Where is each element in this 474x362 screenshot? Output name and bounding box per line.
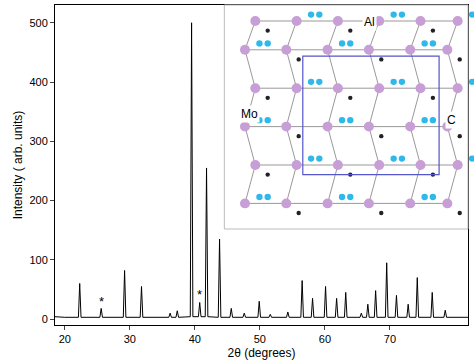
svg-text:300: 300: [29, 135, 47, 147]
svg-text:Al: Al: [364, 15, 375, 29]
svg-text:*: *: [197, 287, 202, 302]
svg-text:100: 100: [29, 254, 47, 266]
svg-text:50: 50: [254, 333, 266, 345]
svg-text:2θ (degrees): 2θ (degrees): [227, 346, 295, 360]
svg-text:20: 20: [59, 333, 71, 345]
svg-text:60: 60: [319, 333, 331, 345]
svg-text:30: 30: [124, 333, 136, 345]
svg-text:40: 40: [189, 333, 201, 345]
svg-text:70: 70: [384, 333, 396, 345]
svg-text:Intensity ( arb. units): Intensity ( arb. units): [11, 111, 25, 220]
svg-text:Mo: Mo: [241, 107, 258, 121]
svg-text:500: 500: [29, 17, 47, 29]
svg-text:400: 400: [29, 76, 47, 88]
svg-text:200: 200: [29, 194, 47, 206]
svg-text:0: 0: [42, 313, 48, 325]
svg-text:*: *: [99, 294, 104, 309]
svg-text:C: C: [447, 113, 456, 127]
